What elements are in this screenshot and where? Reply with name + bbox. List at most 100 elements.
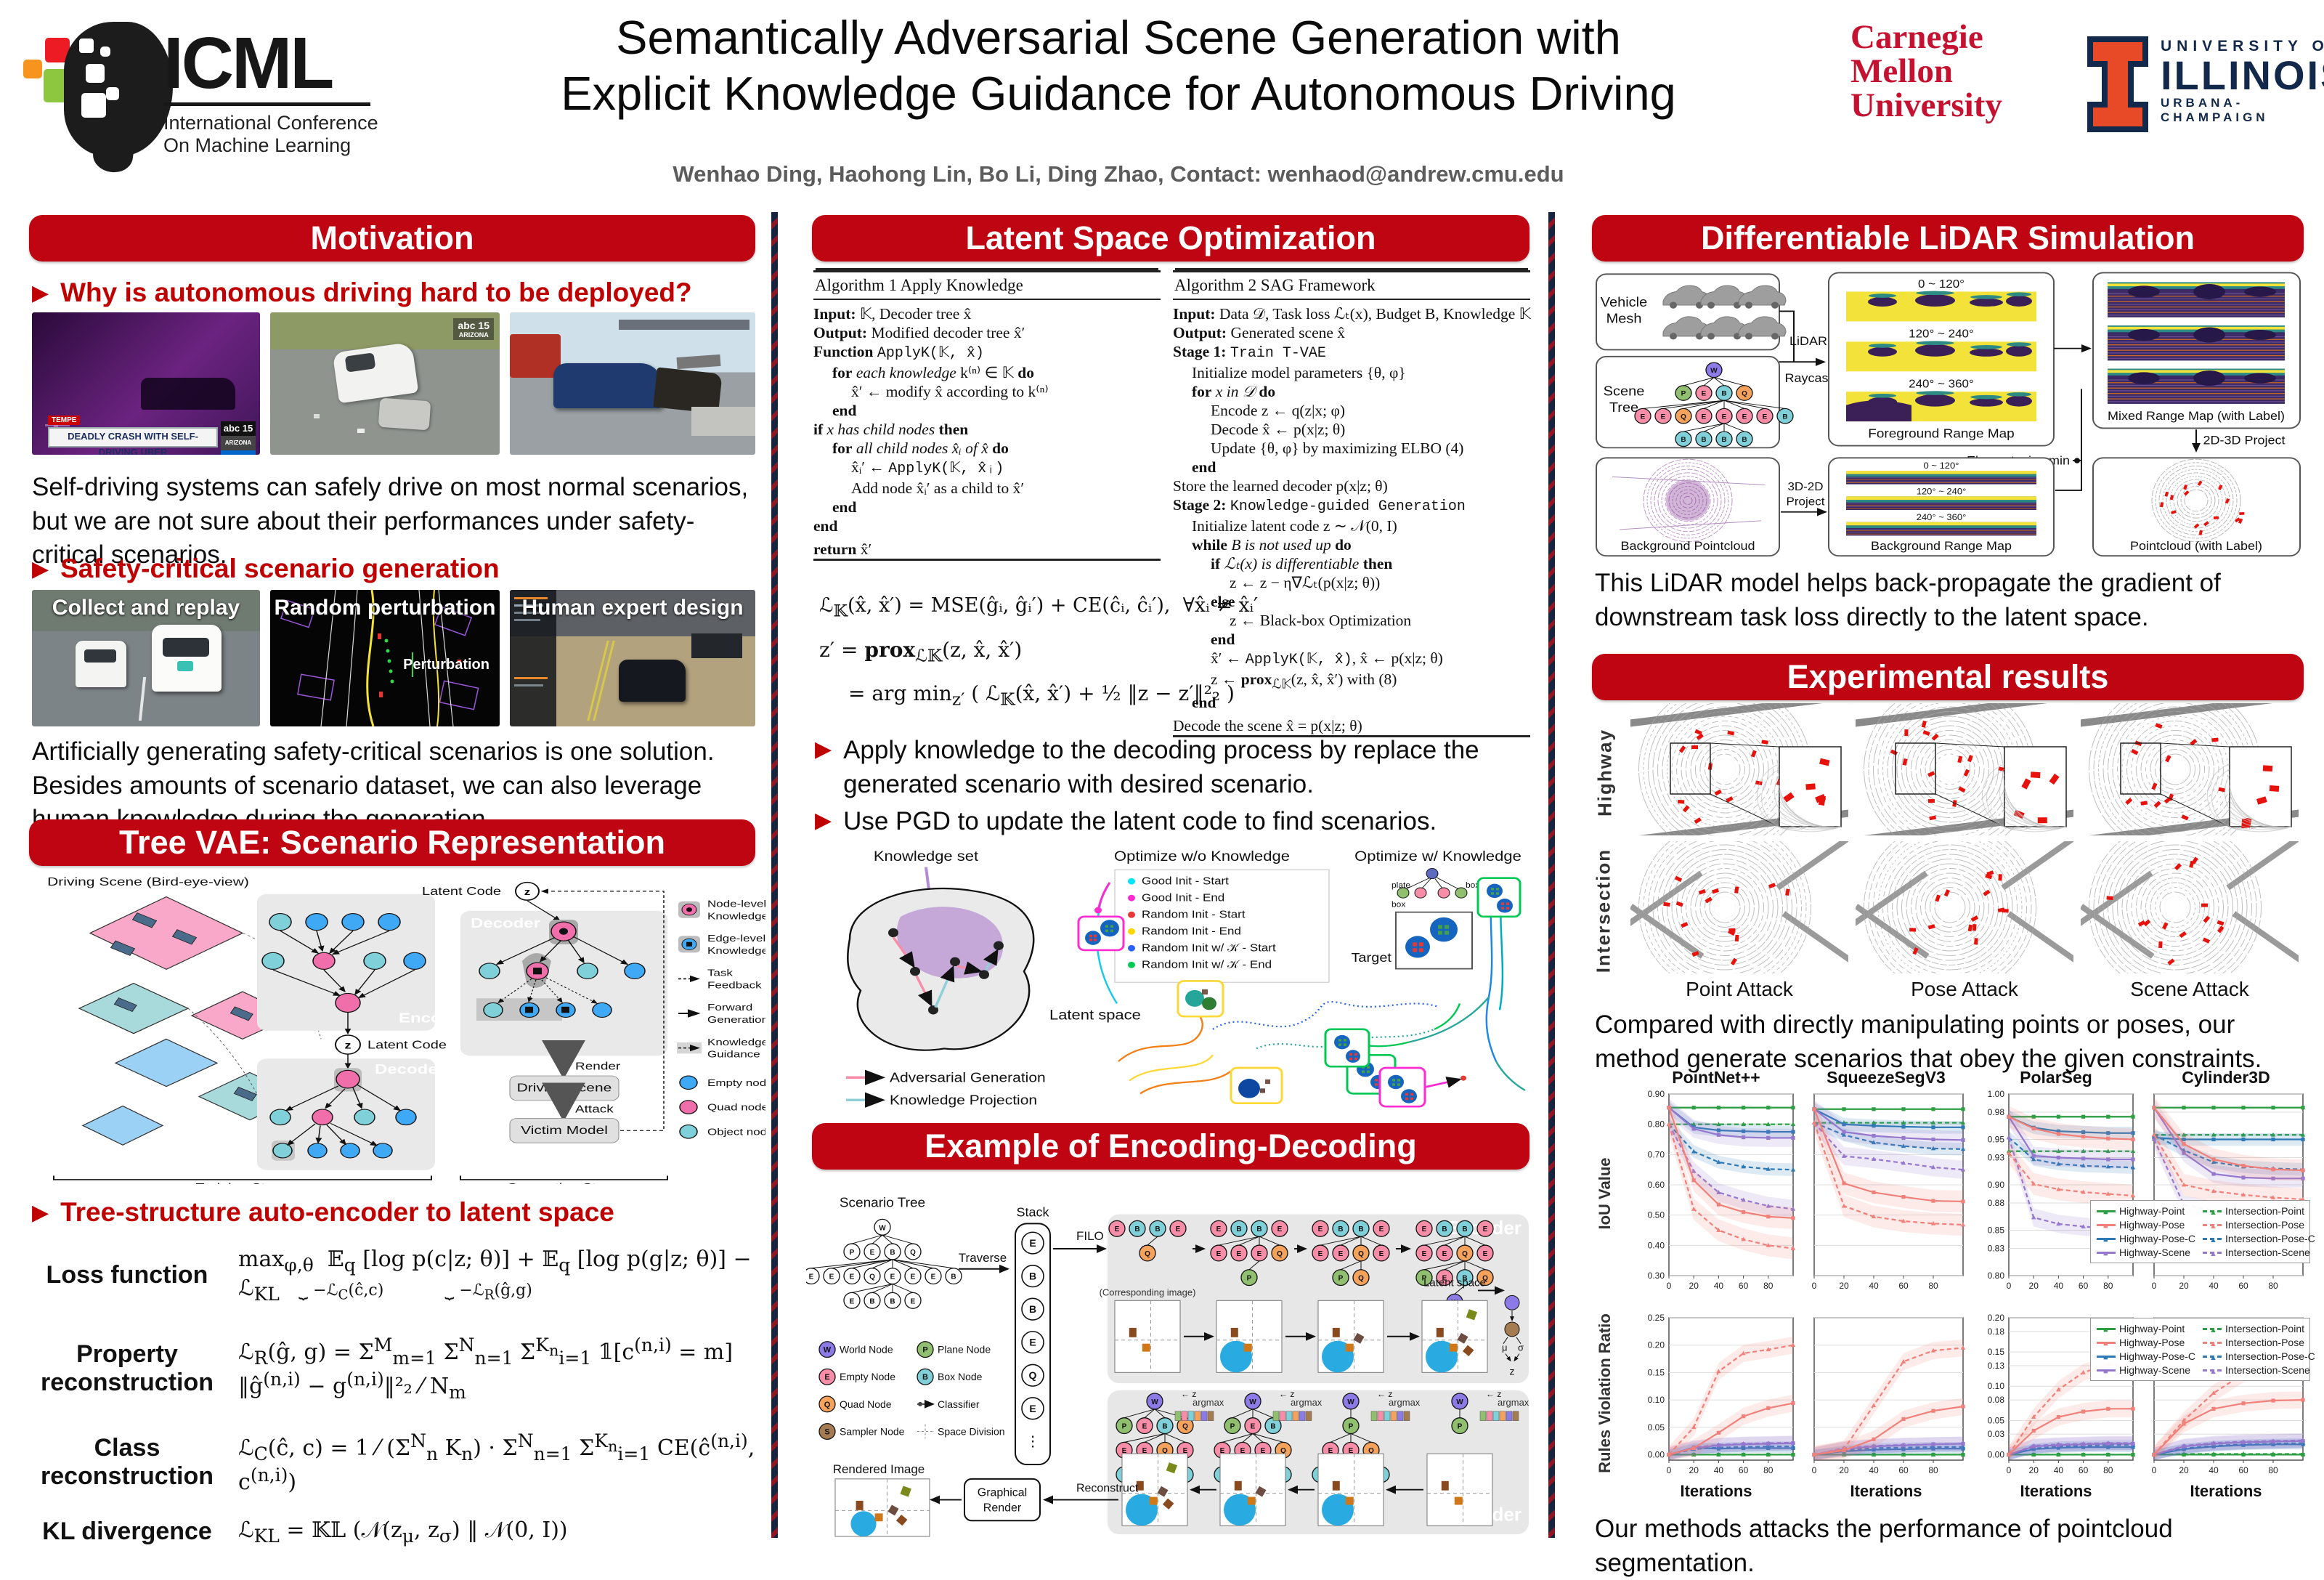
svg-text:E: E	[1702, 413, 1707, 421]
bullet-arrow-icon: ▶	[815, 737, 832, 761]
algo-line: end	[1211, 631, 1235, 648]
svg-text:Knowledge: Knowledge	[707, 911, 765, 922]
svg-text:P: P	[850, 1249, 855, 1257]
mixed-range-map-caption: Mixed Range Map (with Label)	[2108, 409, 2285, 423]
latent-z: z	[345, 1040, 352, 1051]
svg-text:0.00: 0.00	[1988, 1449, 2005, 1459]
svg-text:P: P	[1338, 1275, 1344, 1283]
svg-text:W: W	[1710, 367, 1718, 375]
treevae-legend-item: Empty node	[679, 1075, 765, 1090]
title-line2: Explicit Knowledge Guidance for Autonomo…	[561, 66, 1676, 120]
latent-chain: μ σ z	[1502, 1295, 1524, 1377]
svg-text:Q: Q	[1482, 1275, 1488, 1283]
algo-line: x̂ᵢ′ ← ApplyK(𝕂, x̂ᵢ)	[851, 458, 1004, 477]
svg-text:0.88: 0.88	[1988, 1198, 2005, 1208]
equation-label: Loss function	[46, 1261, 208, 1289]
svg-text:Node-level: Node-level	[707, 899, 765, 909]
equation-label: Class reconstruction	[40, 1433, 214, 1490]
scene-tree-label: Scene	[1604, 384, 1645, 399]
svg-text:Raycast: Raycast	[1785, 371, 1832, 385]
algo-line: Add node x̂ᵢ′ as a child to x̂′	[851, 479, 1025, 497]
photo1-banner: DEADLY CRASH WITH SELF-DRIVING UBER	[48, 427, 218, 455]
svg-text:E: E	[870, 1249, 875, 1257]
trajectory-legend-item: Random Init w/ 𝒦 - End	[1142, 959, 1272, 971]
crash-photo-uber: TEMPE DEADLY CRASH WITH SELF-DRIVING UBE…	[32, 312, 260, 455]
algorithm-2: Algorithm 2 SAG Framework Input: Data 𝒟,…	[1173, 270, 1531, 738]
icml-square-orange	[23, 60, 42, 78]
project-3d2d-label: 3D-2D	[1787, 480, 1823, 493]
svg-text:0: 0	[1812, 1465, 1817, 1475]
svg-text:0: 0	[2152, 1465, 2157, 1475]
chart-legend-item: ▲ Intersection-Point	[2203, 1205, 2315, 1217]
svg-text:120° ~ 240°: 120° ~ 240°	[1917, 487, 1967, 496]
svg-text:B: B	[1134, 1225, 1139, 1233]
car-silhouette	[141, 378, 235, 410]
svg-text:z: z	[1509, 1365, 1514, 1377]
svg-text:E: E	[1442, 1275, 1447, 1283]
svg-text:0.00: 0.00	[1648, 1449, 1665, 1459]
svg-text:0: 0	[2152, 1281, 2157, 1291]
scenario-tree-label: Scenario Tree	[840, 1196, 925, 1211]
svg-text:B: B	[951, 1273, 956, 1281]
svg-text:Object node: Object node	[707, 1127, 765, 1138]
lidar-diagram: Vehicle Mesh Scene Tree W P E B Q E E Q E E E E B B B B…	[1596, 272, 2301, 557]
svg-text:20: 20	[2029, 1281, 2039, 1291]
algo-line: Encode z ← q(z|x; φ)	[1211, 402, 1346, 419]
svg-text:0.20: 0.20	[1648, 1340, 1665, 1350]
svg-text:40: 40	[2209, 1281, 2219, 1291]
latent-space-label: Latent space	[1049, 1008, 1141, 1024]
latent-fig-legend: Adversarial Generation Knowledge Project…	[846, 1069, 1046, 1108]
poster-title: Semantically Adversarial Scene Generatio…	[436, 10, 1801, 121]
svg-text:← z: ← z	[1279, 1389, 1294, 1399]
svg-text:0: 0	[1667, 1281, 1672, 1291]
node-legend-item: Space Division	[917, 1424, 1005, 1439]
svg-text:E: E	[1216, 1225, 1222, 1233]
svg-text:box: box	[1391, 901, 1406, 909]
svg-text:← z: ← z	[1377, 1389, 1392, 1399]
title-line1: Semantically Adversarial Scene Generatio…	[616, 11, 1621, 64]
svg-text:Render: Render	[983, 1502, 1022, 1514]
target-tree: plate box box	[1391, 867, 1480, 909]
blue-car-silhouette	[553, 363, 662, 408]
svg-text:z: z	[524, 887, 531, 898]
svg-text:20: 20	[2029, 1465, 2039, 1475]
algo-line: z ← proxℒ𝕂(z, x̂, x̂′) with (8)	[1211, 671, 1397, 692]
svg-text:Quad Node: Quad Node	[840, 1398, 892, 1410]
treevae-legend-item: Node-level Knowledge	[678, 899, 765, 922]
svg-text:E: E	[1237, 1250, 1242, 1258]
reconstruct-label: Reconstruct	[1076, 1483, 1139, 1495]
svg-text:← z: ← z	[1486, 1389, 1501, 1399]
svg-text:World Node: World Node	[840, 1344, 893, 1356]
caption-pose-attack: Pose Attack	[1911, 978, 2018, 1000]
bullet-arrow-icon: ▶	[32, 1201, 49, 1225]
ylabel-iou: IoU Value	[1596, 1157, 1614, 1230]
bullet-safety-critical: ▶ Safety-critical scenario generation	[32, 554, 758, 586]
svg-text:B: B	[1162, 1423, 1167, 1431]
results-para1: Compared with directly manipulating poin…	[1595, 1010, 2262, 1073]
svg-text:B: B	[1029, 1303, 1036, 1315]
chart-legend-item: ■ Highway-Pose	[2097, 1337, 2195, 1348]
svg-text:B: B	[1462, 1225, 1467, 1233]
knowledge-set-label: Knowledge set	[874, 848, 978, 864]
sedan-silhouette	[378, 397, 431, 431]
chart-legend-item: ■ Highway-Point	[2097, 1323, 2195, 1334]
svg-text:E: E	[1183, 1447, 1188, 1455]
authors-line: Wenhao Ding, Haohong Lin, Bo Li, Ding Zh…	[673, 161, 1564, 187]
svg-text:B: B	[1742, 436, 1747, 444]
algo-line: for each knowledge k⁽ⁿ⁾ ∈ 𝕂 do	[832, 364, 1034, 381]
svg-text:Project: Project	[1787, 495, 1825, 508]
motivation-para1: Self-driving systems can safely drive on…	[32, 473, 749, 570]
algo-line: x̂′ ← ApplyK(𝕂, x̂), x̂ ← p(x|z; θ)	[1211, 649, 1443, 668]
trajectory-legend-item: Good Init - Start	[1142, 875, 1229, 887]
chart-legend: ■ Highway-Point ▲ Intersection-Point ■ Highwa…	[2090, 1200, 2315, 1263]
svg-text:B: B	[1236, 1225, 1241, 1233]
svg-text:80: 80	[1763, 1281, 1774, 1291]
photo-random-perturbation: Random perturbation Perturbation	[270, 590, 500, 726]
generation-stage-label: Generation Stage	[507, 1181, 621, 1184]
bullet-tree-structure: ▶ Tree-structure auto-encoder to latent …	[32, 1197, 758, 1229]
svg-text:0.90: 0.90	[1988, 1180, 2005, 1190]
fg-range-map-caption: Foreground Range Map	[1868, 426, 2015, 440]
algo-line: for all child nodes x̂ᵢ of x̂ do	[832, 439, 1009, 457]
sim-building	[691, 633, 742, 658]
